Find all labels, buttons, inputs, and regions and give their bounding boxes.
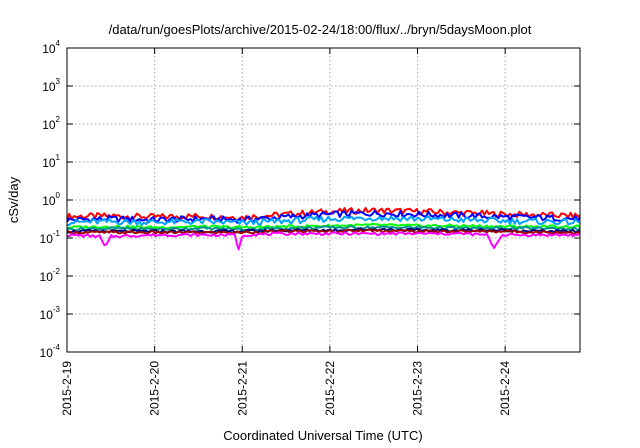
y-tick-label: 10-3	[40, 305, 61, 322]
y-tick-exponent: 2	[56, 115, 61, 124]
y-tick-base: 10	[40, 346, 54, 360]
y-tick-label: 104	[42, 39, 60, 56]
y-tick-base: 10	[42, 156, 56, 170]
y-tick-exponent: 3	[56, 77, 61, 86]
x-tick-label: 2015-2-24	[498, 361, 512, 416]
y-tick-label: 10-4	[40, 343, 61, 360]
series-line	[66, 225, 581, 232]
y-tick-base: 10	[42, 42, 56, 56]
y-tick-exponent: -3	[53, 305, 61, 314]
x-tick-label: 2015-2-23	[411, 361, 425, 416]
series-line	[66, 231, 581, 251]
series-line	[66, 207, 581, 221]
y-tick-base: 10	[42, 80, 56, 94]
y-tick-exponent: 0	[56, 191, 61, 200]
y-tick-exponent: -2	[53, 267, 61, 276]
grid	[67, 48, 580, 352]
axis-ticks: 10410310210110010-110-210-310-42015-2-19…	[40, 39, 580, 416]
series-line	[66, 209, 581, 224]
y-tick-label: 101	[42, 153, 60, 170]
y-tick-exponent: 1	[56, 153, 61, 162]
y-tick-label: 100	[42, 191, 60, 208]
y-tick-exponent: -4	[53, 343, 61, 352]
y-tick-base: 10	[42, 194, 56, 208]
chart-title: /data/run/goesPlots/archive/2015-02-24/1…	[109, 22, 532, 37]
y-tick-base: 10	[40, 232, 54, 246]
y-tick-label: 10-2	[40, 267, 61, 284]
y-tick-exponent: -1	[53, 229, 61, 238]
series-group	[66, 207, 581, 251]
y-tick-label: 103	[42, 77, 60, 94]
y-tick-base: 10	[40, 308, 54, 322]
x-tick-label: 2015-2-20	[148, 361, 162, 416]
x-tick-label: 2015-2-19	[60, 361, 74, 416]
series-line	[66, 215, 581, 227]
y-tick-label: 102	[42, 115, 60, 132]
y-tick-base: 10	[42, 118, 56, 132]
y-axis-label: cSv/day	[6, 176, 21, 223]
series-line	[66, 228, 581, 235]
y-tick-label: 10-1	[40, 229, 61, 246]
x-tick-label: 2015-2-22	[323, 361, 337, 416]
y-tick-exponent: 4	[56, 39, 61, 48]
y-tick-base: 10	[40, 270, 54, 284]
x-axis-label: Coordinated Universal Time (UTC)	[223, 428, 422, 443]
x-tick-label: 2015-2-21	[235, 361, 249, 416]
